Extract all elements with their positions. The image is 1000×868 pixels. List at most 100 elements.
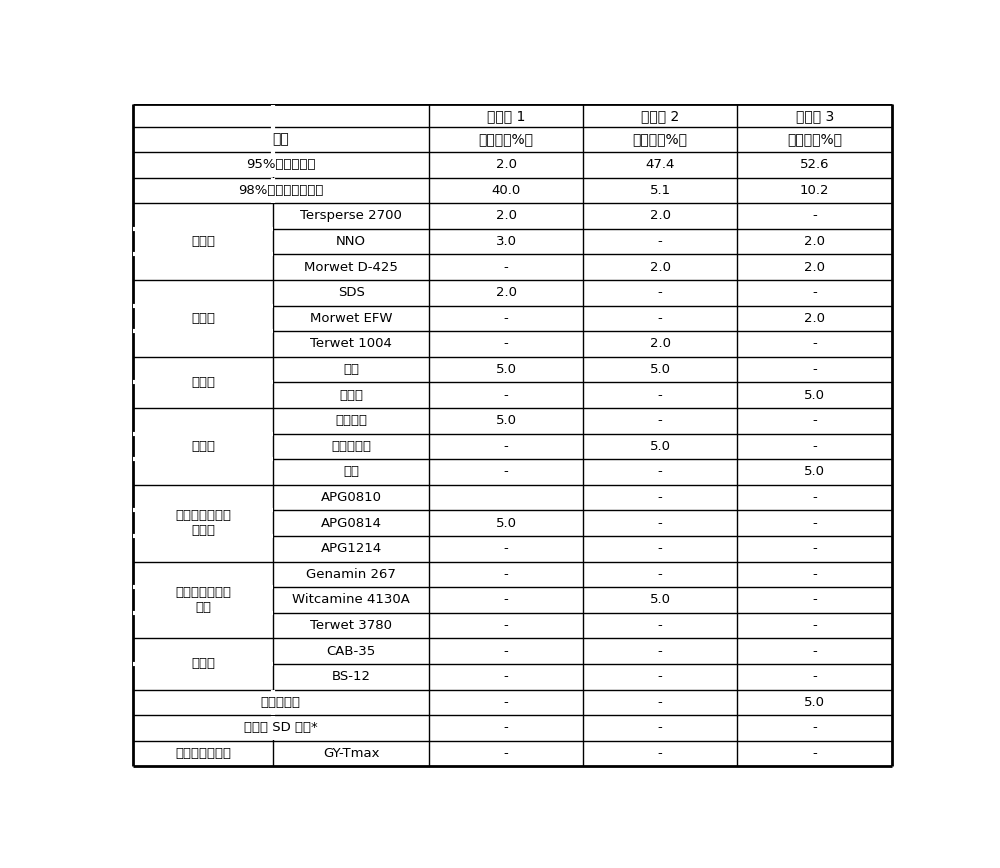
Text: -: - [658, 235, 663, 248]
Text: 阿拉伯胶: 阿拉伯胶 [335, 414, 367, 427]
Text: -: - [658, 414, 663, 427]
Text: -: - [812, 721, 817, 734]
Text: Morwet EFW: Morwet EFW [310, 312, 392, 325]
Text: 2.0: 2.0 [496, 286, 517, 299]
Text: 2.0: 2.0 [804, 235, 825, 248]
Text: 植物源 SD 助剂*: 植物源 SD 助剂* [244, 721, 318, 734]
Text: 润湿剂: 润湿剂 [191, 312, 215, 325]
Text: NNO: NNO [336, 235, 366, 248]
Text: 重量份（%）: 重量份（%） [479, 133, 534, 147]
Text: -: - [658, 619, 663, 632]
Text: 分散剂: 分散剂 [191, 235, 215, 248]
Text: -: - [504, 542, 508, 556]
Text: 2.0: 2.0 [650, 209, 671, 222]
Text: 实施例 1: 实施例 1 [487, 108, 525, 122]
Text: 可溶性淠粉: 可溶性淠粉 [331, 440, 371, 453]
Text: 2.0: 2.0 [804, 260, 825, 273]
Text: -: - [812, 568, 817, 581]
Text: -: - [812, 286, 817, 299]
Text: 溃解剂: 溃解剂 [191, 376, 215, 389]
Text: 实施例 2: 实施例 2 [641, 108, 679, 122]
Text: 2.0: 2.0 [650, 338, 671, 351]
Text: -: - [658, 721, 663, 734]
Text: -: - [658, 747, 663, 760]
Text: 2.0: 2.0 [804, 312, 825, 325]
Text: SDS: SDS [338, 286, 365, 299]
Text: -: - [504, 645, 508, 658]
Text: -: - [504, 260, 508, 273]
Text: -: - [658, 286, 663, 299]
Text: -: - [658, 696, 663, 709]
Text: -: - [658, 465, 663, 478]
Text: Morwet D-425: Morwet D-425 [304, 260, 398, 273]
Text: 47.4: 47.4 [646, 158, 675, 171]
Text: CAB-35: CAB-35 [326, 645, 376, 658]
Text: 氨基寡糖素: 氨基寡糖素 [261, 696, 301, 709]
Text: 5.0: 5.0 [650, 440, 671, 453]
Text: -: - [658, 389, 663, 402]
Text: -: - [504, 696, 508, 709]
Text: -: - [812, 338, 817, 351]
Text: Terwet 1004: Terwet 1004 [310, 338, 392, 351]
Text: 实施例 3: 实施例 3 [796, 108, 834, 122]
Text: 5.0: 5.0 [496, 414, 517, 427]
Text: -: - [658, 516, 663, 529]
Text: 5.0: 5.0 [804, 465, 825, 478]
Text: -: - [504, 619, 508, 632]
Text: -: - [504, 747, 508, 760]
Text: APG0814: APG0814 [321, 516, 382, 529]
Text: -: - [812, 440, 817, 453]
Text: -: - [658, 312, 663, 325]
Text: 52.6: 52.6 [800, 158, 830, 171]
Text: -: - [504, 721, 508, 734]
Text: 40.0: 40.0 [491, 184, 521, 197]
Text: -: - [504, 594, 508, 607]
Text: 硫酸铵: 硫酸铵 [339, 389, 363, 402]
Text: 甜菜碱: 甜菜碱 [191, 657, 215, 670]
Text: 原料: 原料 [272, 133, 289, 147]
Text: -: - [504, 389, 508, 402]
Text: -: - [504, 568, 508, 581]
Text: -: - [504, 465, 508, 478]
Text: -: - [812, 209, 817, 222]
Text: -: - [504, 670, 508, 683]
Text: 95%草甘磷原药: 95%草甘磷原药 [246, 158, 316, 171]
Text: 5.1: 5.1 [650, 184, 671, 197]
Text: BS-12: BS-12 [332, 670, 371, 683]
Text: 98%苯嘘磺草胺原药: 98%苯嘘磺草胺原药 [238, 184, 324, 197]
Text: 植物源喷雾助剂: 植物源喷雾助剂 [175, 747, 231, 760]
Text: 2.0: 2.0 [496, 209, 517, 222]
Text: 5.0: 5.0 [650, 594, 671, 607]
Text: -: - [812, 414, 817, 427]
Text: 5.0: 5.0 [650, 363, 671, 376]
Text: -: - [812, 747, 817, 760]
Text: -: - [812, 594, 817, 607]
Text: APG0810: APG0810 [321, 491, 382, 504]
Text: -: - [812, 670, 817, 683]
Text: 重量份（%）: 重量份（%） [787, 133, 842, 147]
Text: 粘结剂: 粘结剂 [191, 440, 215, 453]
Text: -: - [658, 542, 663, 556]
Text: -: - [812, 542, 817, 556]
Text: -: - [658, 645, 663, 658]
Text: 尿素: 尿素 [343, 363, 359, 376]
Text: -: - [812, 516, 817, 529]
Text: 重量份（%）: 重量份（%） [633, 133, 688, 147]
Text: -: - [812, 363, 817, 376]
Text: 2.0: 2.0 [496, 158, 517, 171]
Text: -: - [658, 568, 663, 581]
Text: 5.0: 5.0 [804, 389, 825, 402]
Text: Genamin 267: Genamin 267 [306, 568, 396, 581]
Text: 烷基糖苷类表面
活性剂: 烷基糖苷类表面 活性剂 [175, 510, 231, 537]
Text: GY-Tmax: GY-Tmax [323, 747, 379, 760]
Text: APG1214: APG1214 [320, 542, 382, 556]
Text: -: - [812, 491, 817, 504]
Text: -: - [504, 440, 508, 453]
Text: -: - [658, 670, 663, 683]
Text: Witcamine 4130A: Witcamine 4130A [292, 594, 410, 607]
Text: 牛脂胺类表面活
性剂: 牛脂胺类表面活 性剂 [175, 586, 231, 614]
Text: -: - [504, 338, 508, 351]
Text: 10.2: 10.2 [800, 184, 830, 197]
Text: -: - [812, 645, 817, 658]
Text: -: - [504, 312, 508, 325]
